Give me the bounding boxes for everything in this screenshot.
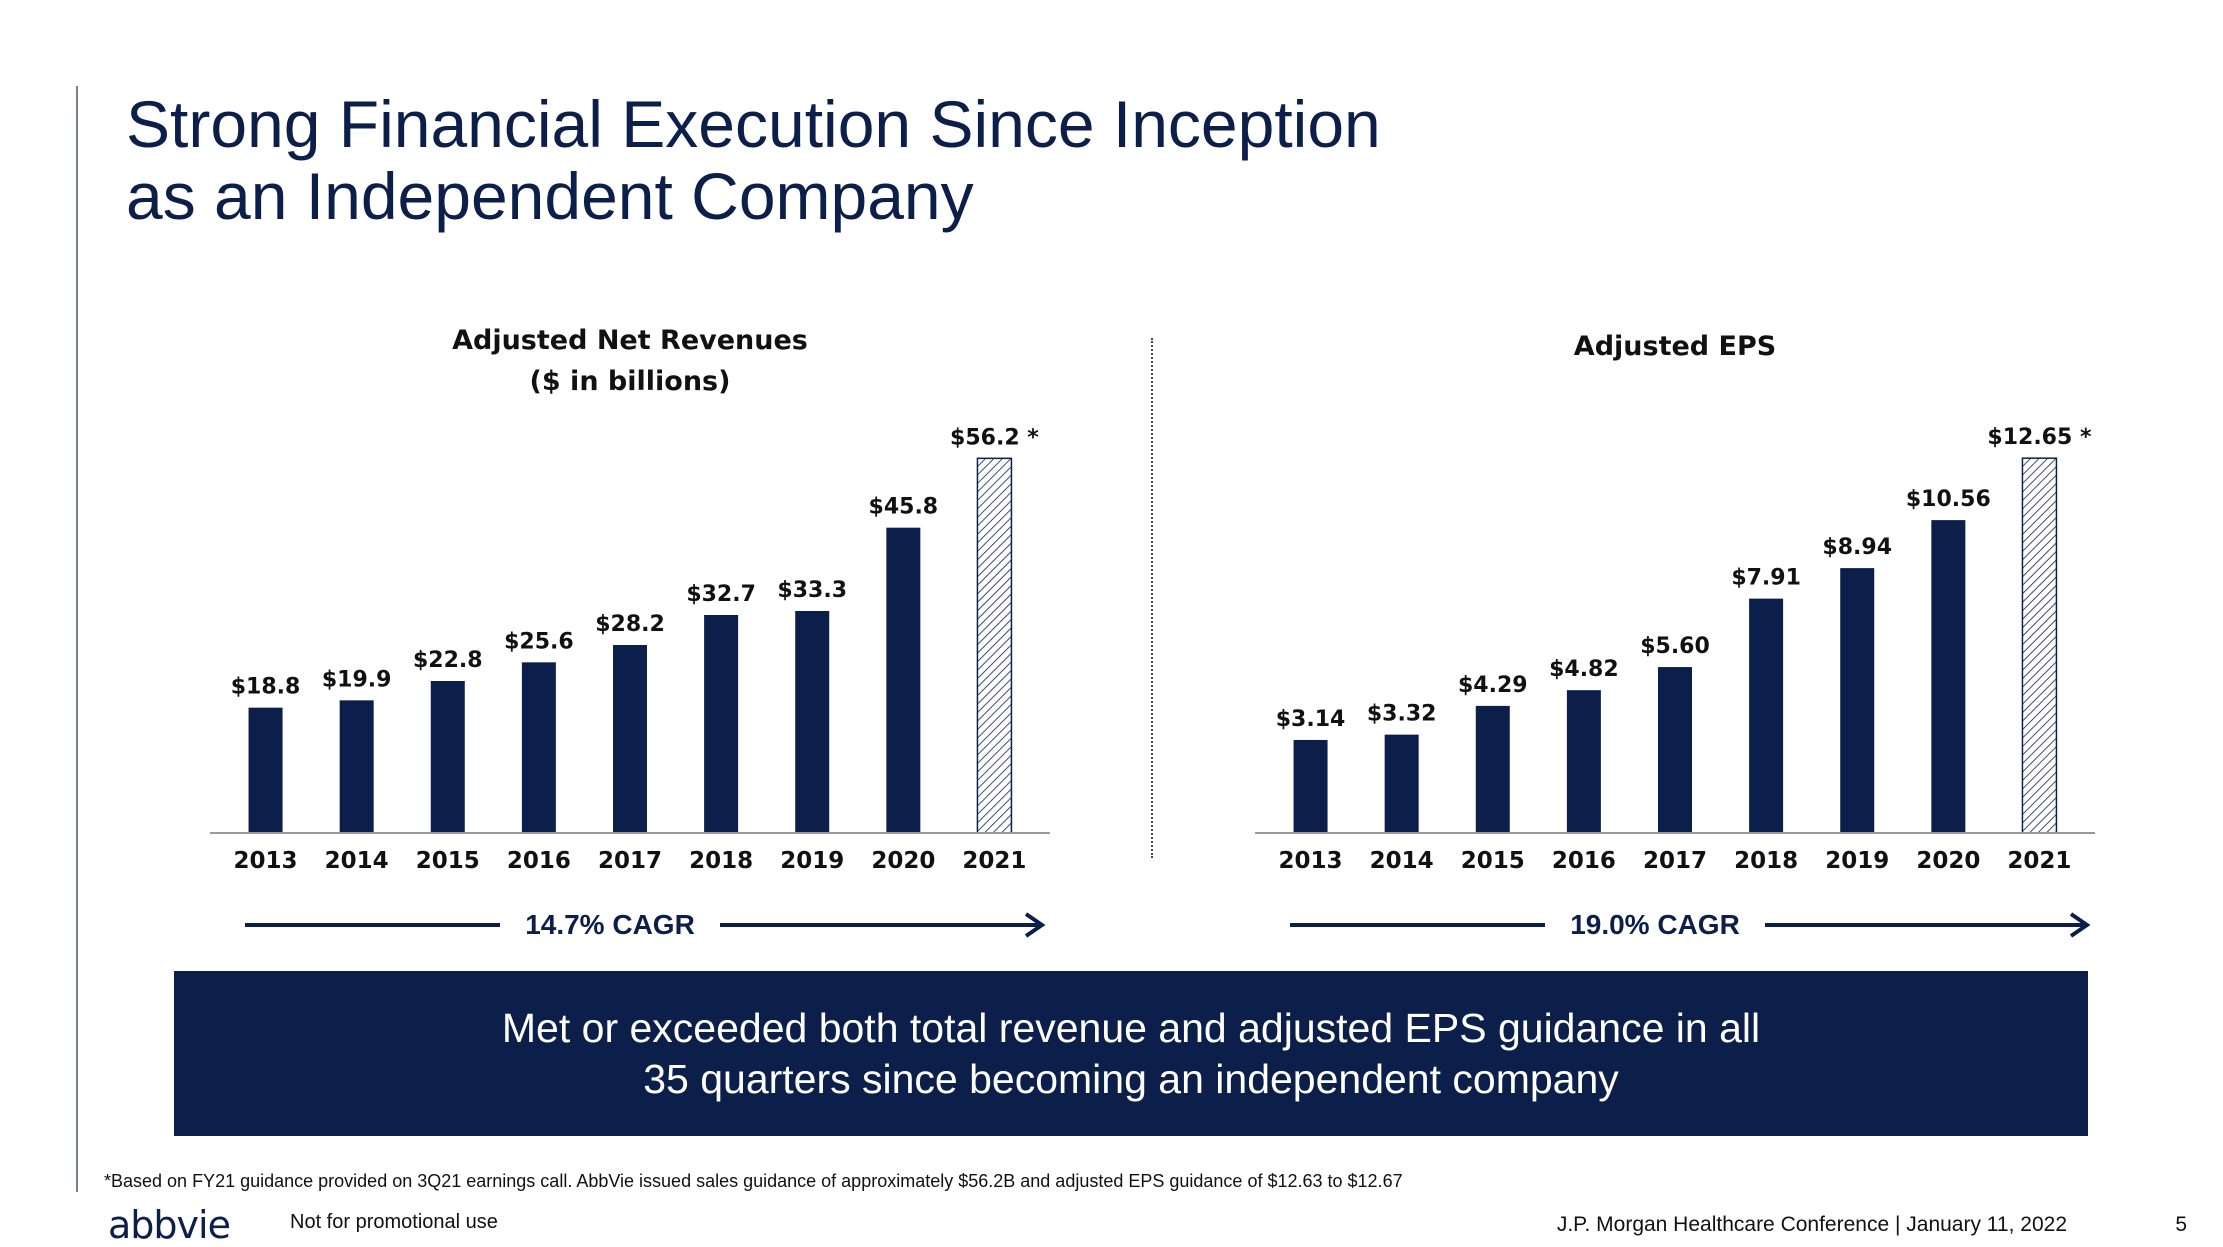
revenue-tick-label-2013: 2013 <box>234 848 298 874</box>
eps-data-label-2017: $5.60 <box>1640 634 1710 659</box>
eps-chart-title: Adjusted EPS <box>1574 331 1776 362</box>
revenue-data-label-2020: $45.8 <box>869 495 939 520</box>
eps-tick-label-2016: 2016 <box>1552 848 1616 874</box>
eps-cagr-label: 19.0% CAGR <box>1570 909 1740 940</box>
revenue-cagr-arrowhead <box>1024 912 1046 938</box>
revenue-tick-label-2017: 2017 <box>598 848 662 874</box>
revenue-data-label-2018: $32.7 <box>686 582 756 607</box>
revenue-bar-2019 <box>795 611 830 833</box>
eps-tick-label-2019: 2019 <box>1825 848 1889 874</box>
title-line-1: Strong Financial Execution Since Incepti… <box>126 87 1381 161</box>
banner-line-1: Met or exceeded both total revenue and a… <box>501 1004 1761 1051</box>
revenue-data-label-2017: $28.2 <box>595 612 665 637</box>
eps-bar-2013 <box>1293 739 1328 833</box>
eps-chart: Adjusted EPS $3.14 2013 $3.32 2014 $4.29 2015 $… <box>1245 310 2125 950</box>
eps-data-label-2016: $4.82 <box>1549 657 1619 682</box>
title-line-2: as an Independent Company <box>126 159 974 233</box>
abbvie-logo: abbvie <box>108 1203 231 1247</box>
guidance-banner: Met or exceeded both total revenue and a… <box>174 971 2088 1136</box>
revenue-tick-label-2016: 2016 <box>507 848 571 874</box>
revenue-bar-2015 <box>430 681 465 833</box>
eps-tick-label-2015: 2015 <box>1461 848 1525 874</box>
revenue-bar-2017 <box>613 645 647 833</box>
left-rule <box>76 86 78 1192</box>
revenue-tick-label-2021: 2021 <box>962 848 1026 874</box>
eps-data-label-2018: $7.91 <box>1731 566 1801 591</box>
revenue-chart-subtitle: ($ in billions) <box>530 366 731 397</box>
eps-bar-2015 <box>1475 705 1510 833</box>
eps-chart-svg: Adjusted EPS $3.14 2013 $3.32 2014 $4.29 2015 $… <box>1255 331 2095 940</box>
eps-tick-label-2021: 2021 <box>2007 848 2071 874</box>
revenue-chart-svg: Adjusted Net Revenues ($ in billions) $18.… <box>210 325 1050 940</box>
eps-cagr-arrowhead <box>2069 912 2091 938</box>
revenue-bar-2016 <box>521 662 556 833</box>
eps-data-label-2015: $4.29 <box>1458 673 1528 698</box>
eps-data-label-2019: $8.94 <box>1822 535 1892 560</box>
revenue-data-label-2021: $56.2 * <box>950 425 1039 450</box>
page-number: 5 <box>2175 1213 2187 1236</box>
eps-bar-2020 <box>1931 520 1966 833</box>
revenue-cagr-label: 14.7% CAGR <box>525 909 695 940</box>
revenue-data-label-2013: $18.8 <box>231 675 301 700</box>
eps-data-label-2014: $3.32 <box>1367 702 1437 727</box>
eps-tick-label-2013: 2013 <box>1279 848 1343 874</box>
revenue-tick-label-2019: 2019 <box>780 848 844 874</box>
revenue-data-label-2014: $19.9 <box>322 667 392 692</box>
revenue-bar-2018 <box>704 615 739 833</box>
revenue-data-label-2019: $33.3 <box>777 578 847 603</box>
eps-tick-label-2014: 2014 <box>1370 848 1434 874</box>
page-title: Strong Financial Execution Since Incepti… <box>126 88 1826 232</box>
eps-tick-label-2018: 2018 <box>1734 848 1798 874</box>
revenue-chart: Adjusted Net Revenues ($ in billions) $18.… <box>200 310 1080 950</box>
banner-line-2: 35 quarters since becoming an independen… <box>643 1055 1619 1102</box>
footnote: *Based on FY21 guidance provided on 3Q21… <box>104 1171 1403 1191</box>
eps-tick-label-2017: 2017 <box>1643 848 1707 874</box>
eps-tick-label-2020: 2020 <box>1916 848 1980 874</box>
revenue-chart-title: Adjusted Net Revenues <box>452 325 808 356</box>
revenue-bar-2014 <box>339 700 374 833</box>
revenue-bar-2021 <box>976 457 1013 834</box>
revenue-bar-2020 <box>886 527 921 833</box>
revenue-tick-label-2018: 2018 <box>689 848 753 874</box>
eps-bar-2014 <box>1384 734 1419 833</box>
conference-label: J.P. Morgan Healthcare Conference | Janu… <box>1556 1213 2067 1236</box>
eps-data-label-2021: $12.65 * <box>1987 425 2092 450</box>
eps-data-label-2020: $10.56 <box>1906 487 1991 512</box>
eps-data-label-2013: $3.14 <box>1276 707 1346 732</box>
eps-bar-2019 <box>1840 568 1875 833</box>
revenue-data-label-2016: $25.6 <box>504 629 574 654</box>
disclaimer: Not for promotional use <box>290 1211 498 1233</box>
chart-divider <box>1151 338 1153 858</box>
revenue-tick-label-2020: 2020 <box>871 848 935 874</box>
eps-bar-2018 <box>1749 598 1784 833</box>
eps-bar-2016 <box>1566 690 1601 833</box>
revenue-bar-2013 <box>248 707 283 833</box>
eps-bar-2021 <box>2021 457 2058 834</box>
revenue-tick-label-2015: 2015 <box>416 848 480 874</box>
revenue-tick-label-2014: 2014 <box>325 848 389 874</box>
revenue-data-label-2015: $22.8 <box>413 648 483 673</box>
eps-bar-2017 <box>1658 667 1692 833</box>
